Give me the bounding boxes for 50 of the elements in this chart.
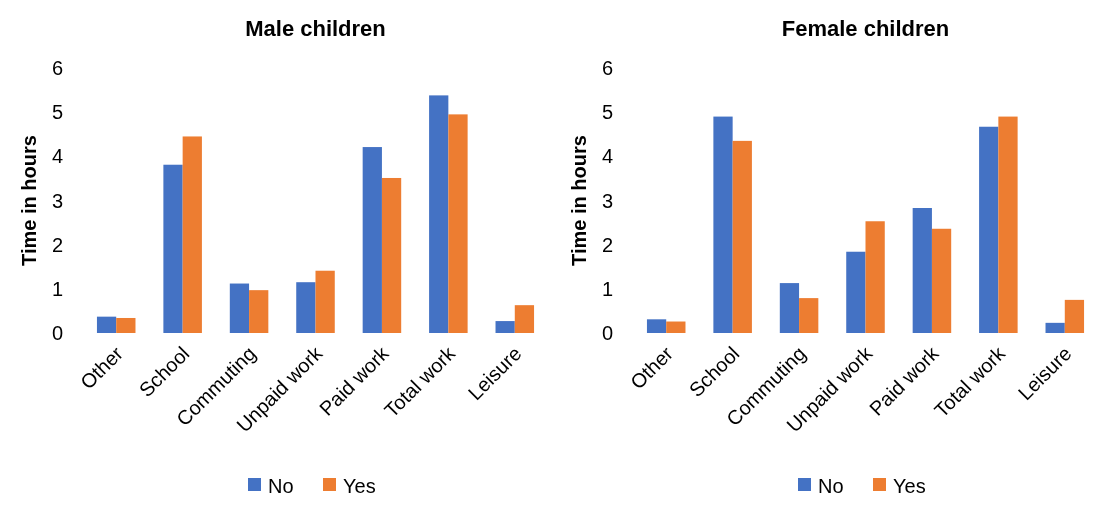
y-tick-label: 4 [601, 145, 613, 168]
bar [381, 177, 402, 333]
bar [799, 298, 819, 333]
bar [229, 283, 250, 333]
bar [865, 221, 885, 333]
legend-label: Yes [893, 475, 926, 497]
y-axis-title: Time in hours [568, 135, 590, 266]
bar [514, 305, 535, 333]
y-tick-label: 2 [601, 233, 613, 256]
y-tick-label: 0 [51, 322, 63, 344]
bar [646, 319, 667, 333]
y-tick-label: 5 [51, 101, 63, 124]
bar [249, 290, 269, 333]
bar [1045, 322, 1065, 333]
y-tick-label: 1 [51, 277, 63, 300]
bar [1064, 299, 1085, 333]
bar [779, 283, 800, 333]
bar [846, 251, 866, 333]
y-tick-label: 3 [51, 189, 63, 212]
y-tick-label: 6 [51, 57, 63, 79]
bar [912, 208, 932, 333]
bar [182, 136, 202, 333]
y-tick-label: 3 [601, 189, 613, 212]
bar [998, 116, 1018, 333]
legend-label: No [818, 475, 844, 497]
bar [429, 95, 449, 333]
bar [448, 114, 468, 333]
chart-title: Female children [781, 16, 950, 41]
bar [96, 316, 117, 333]
y-tick-label: 6 [601, 57, 613, 79]
bar [163, 164, 183, 333]
y-tick-label: 1 [601, 277, 613, 300]
bar [979, 126, 999, 333]
bar [931, 228, 952, 333]
bar [666, 321, 686, 333]
y-tick-label: 4 [51, 145, 63, 168]
bar [116, 317, 136, 333]
y-tick-label: 2 [51, 233, 63, 256]
y-axis-title: Time in hours [18, 135, 40, 266]
bar [315, 270, 335, 333]
legend-label: No [268, 475, 294, 497]
bar [495, 321, 515, 333]
bar [296, 282, 316, 333]
bar [362, 147, 382, 333]
bar [713, 116, 733, 333]
y-tick-label: 0 [601, 322, 613, 344]
chart-title: Male children [245, 16, 386, 41]
legend-label: Yes [343, 475, 376, 497]
bar [732, 140, 752, 333]
y-tick-label: 5 [601, 101, 613, 124]
